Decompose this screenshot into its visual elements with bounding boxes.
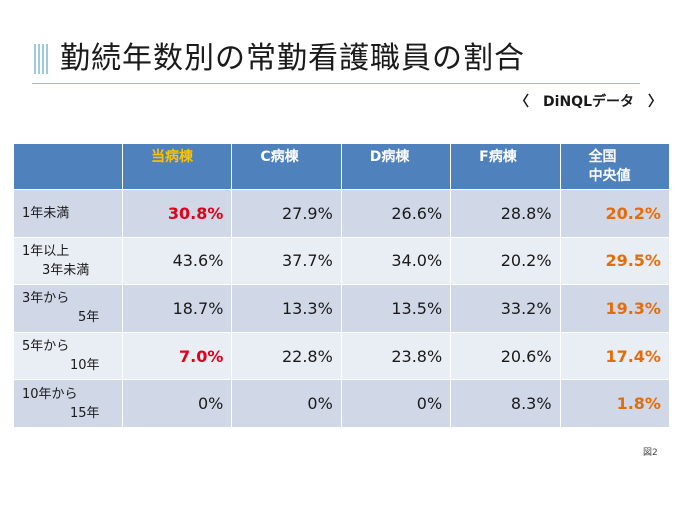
row-label-line1: 3年から xyxy=(22,291,70,307)
row-label-line2: 5年 xyxy=(78,310,100,326)
title-underline xyxy=(32,83,640,84)
row-label-line1: 1年未満 xyxy=(22,205,70,221)
table-cell: 1.8% xyxy=(559,379,670,428)
table-cell: 0% xyxy=(340,379,452,428)
table-cell: 26.6% xyxy=(340,189,452,238)
table-cell: 27.9% xyxy=(231,189,342,238)
table-row: 10年から 15年 0% 0% 0% 8.3% 1.8% xyxy=(13,379,670,428)
header-corner xyxy=(13,143,123,190)
figure-number: 図2 xyxy=(643,448,658,458)
table-cell: 33.2% xyxy=(450,284,561,333)
table-row: 1年未満 30.8% 27.9% 26.6% 28.8% 20.2% xyxy=(13,189,670,238)
table-cell: 29.5% xyxy=(559,236,670,286)
header-national-line2: 中央値 xyxy=(588,168,631,184)
table-cell: 22.8% xyxy=(231,331,342,381)
table-cell: 37.7% xyxy=(231,236,342,286)
table-cell: 20.2% xyxy=(450,236,561,286)
row-label: 1年以上 3年未満 xyxy=(13,236,123,286)
table-cell: 13.3% xyxy=(231,284,342,333)
table-cell: 30.8% xyxy=(121,189,233,238)
page-title: 勤続年数別の常勤看護職員の割合 xyxy=(60,41,525,76)
header-ward-f: F病棟 xyxy=(450,143,561,190)
row-label-line1: 10年から xyxy=(22,386,78,402)
header-ward-d: D病棟 xyxy=(340,143,452,190)
row-label-line1: 1年以上 xyxy=(22,243,70,259)
title-decoration xyxy=(34,44,48,74)
row-label-line2: 10年 xyxy=(70,358,100,374)
row-label-line2: 15年 xyxy=(70,405,100,421)
nurse-tenure-table: 当病棟 C病棟 D病棟 F病棟 全国 中央値 1年未満 30.8% 27.9% … xyxy=(13,143,670,428)
header-own-ward: 当病棟 xyxy=(121,143,233,190)
row-label: 5年から 10年 xyxy=(13,331,123,381)
table-cell: 17.4% xyxy=(559,331,670,381)
table-cell: 19.3% xyxy=(559,284,670,333)
table-cell: 0% xyxy=(231,379,342,428)
row-label-line1: 5年から xyxy=(22,339,70,355)
row-label-line2: 3年未満 xyxy=(42,262,90,278)
row-label: 1年未満 xyxy=(13,189,123,238)
row-label: 10年から 15年 xyxy=(13,379,123,428)
table-header-row: 当病棟 C病棟 D病棟 F病棟 全国 中央値 xyxy=(13,143,670,190)
table-cell: 18.7% xyxy=(121,284,233,333)
row-label: 3年から 5年 xyxy=(13,284,123,333)
header-national-median: 全国 中央値 xyxy=(559,143,670,190)
table-cell: 28.8% xyxy=(450,189,561,238)
table-cell: 20.6% xyxy=(450,331,561,381)
table-row: 1年以上 3年未満 43.6% 37.7% 34.0% 20.2% 29.5% xyxy=(13,236,670,286)
table-cell: 20.2% xyxy=(559,189,670,238)
table-cell: 23.8% xyxy=(340,331,452,381)
table-cell: 8.3% xyxy=(450,379,561,428)
table-row: 3年から 5年 18.7% 13.3% 13.5% 33.2% 19.3% xyxy=(13,284,670,333)
table-cell: 34.0% xyxy=(340,236,452,286)
table-cell: 43.6% xyxy=(121,236,233,286)
table-row: 5年から 10年 7.0% 22.8% 23.8% 20.6% 17.4% xyxy=(13,331,670,381)
table-cell: 13.5% xyxy=(340,284,452,333)
data-source-label: 〈 DiNQLデータ 〉 xyxy=(515,94,662,110)
table-cell: 0% xyxy=(121,379,233,428)
header-ward-c: C病棟 xyxy=(231,143,342,190)
header-national-line1: 全国 xyxy=(588,149,617,165)
table-cell: 7.0% xyxy=(121,331,233,381)
